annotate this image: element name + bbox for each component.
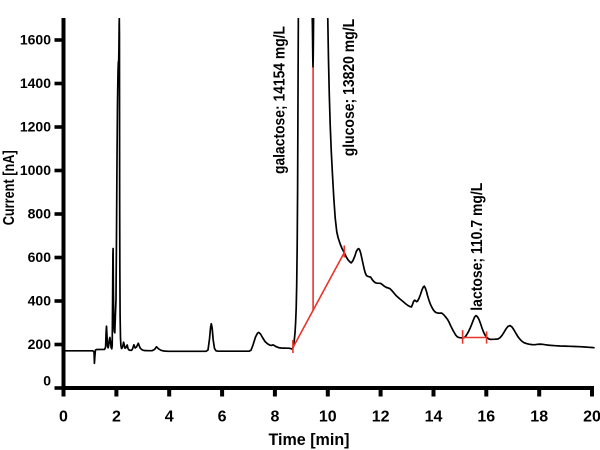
svg-text:4: 4 (165, 409, 174, 426)
svg-text:16: 16 (477, 409, 495, 426)
svg-text:10: 10 (319, 409, 337, 426)
svg-text:1200: 1200 (20, 119, 51, 135)
svg-text:200: 200 (28, 336, 52, 352)
svg-text:Current [nA]: Current [nA] (1, 150, 18, 225)
svg-text:6: 6 (218, 409, 227, 426)
svg-text:8: 8 (270, 409, 279, 426)
svg-text:800: 800 (28, 206, 52, 222)
svg-text:glucose; 13820 mg/L: glucose; 13820 mg/L (341, 19, 358, 157)
svg-text:1000: 1000 (20, 162, 51, 178)
svg-text:18: 18 (530, 409, 548, 426)
svg-text:20: 20 (583, 409, 600, 426)
svg-text:2: 2 (112, 409, 121, 426)
svg-text:galactose; 14154 mg/L: galactose; 14154 mg/L (272, 26, 289, 174)
svg-text:400: 400 (28, 293, 52, 309)
svg-text:Time [min]: Time [min] (269, 430, 350, 449)
svg-text:14: 14 (425, 409, 443, 426)
svg-text:0: 0 (59, 409, 68, 426)
svg-text:1600: 1600 (20, 32, 51, 48)
svg-text:1400: 1400 (20, 75, 51, 91)
svg-text:lactose; 110.7 mg/L: lactose; 110.7 mg/L (469, 183, 486, 311)
svg-text:12: 12 (372, 409, 390, 426)
svg-text:600: 600 (28, 249, 52, 265)
svg-text:0: 0 (43, 373, 51, 389)
